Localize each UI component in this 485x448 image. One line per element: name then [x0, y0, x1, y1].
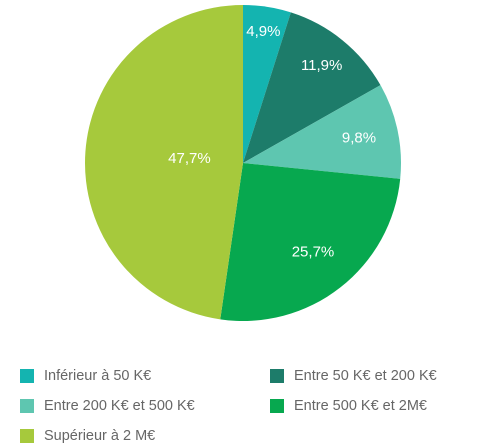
value-label: 4,9% — [246, 23, 280, 40]
value-label: 47,7% — [168, 150, 211, 167]
value-label: 25,7% — [292, 244, 335, 261]
legend-swatch — [20, 399, 34, 413]
legend-swatch — [270, 369, 284, 383]
legend-swatch — [20, 369, 34, 383]
pie-slice — [243, 85, 401, 179]
legend-label: Entre 200 K€ et 500 K€ — [44, 398, 195, 414]
value-label: 11,9% — [301, 57, 342, 74]
legend-swatch — [270, 399, 284, 413]
legend-swatch — [20, 429, 34, 443]
pie-slice — [220, 163, 401, 322]
legend-label: Entre 50 K€ et 200 K€ — [294, 368, 437, 384]
pie-slice — [85, 5, 244, 320]
pie-slice — [243, 5, 291, 163]
value-label: 9,8% — [342, 130, 376, 147]
pie-slice — [243, 12, 381, 164]
legend-label: Supérieur à 2 M€ — [44, 428, 155, 444]
legend-label: Entre 500 K€ et 2M€ — [294, 398, 427, 414]
legend-label: Inférieur à 50 K€ — [44, 368, 151, 384]
